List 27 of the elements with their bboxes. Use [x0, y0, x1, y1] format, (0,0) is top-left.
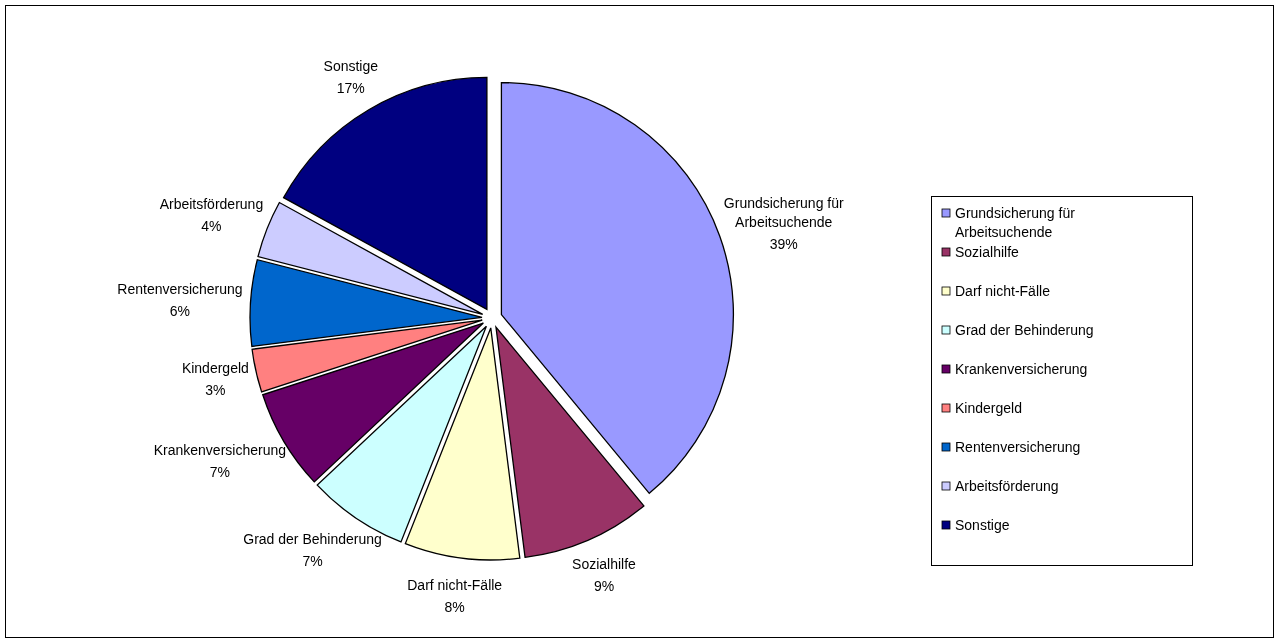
- legend-label: Grad der Behinderung: [955, 322, 1094, 338]
- slice-label: Darf nicht-Fälle: [407, 576, 503, 593]
- data-label: 7%: [209, 463, 230, 480]
- slice-label: Sozialhilfe: [572, 555, 637, 572]
- slice-label: Krankenversicherung: [153, 441, 287, 458]
- data-label: 3%: [205, 382, 226, 399]
- data-label: 6%: [169, 303, 191, 320]
- slice-label: Sonstige: [323, 57, 379, 74]
- slice-label: Kindergeld: [181, 360, 249, 377]
- legend-label: Sozialhilfe: [955, 244, 1020, 260]
- legend-label: Kindergeld: [955, 400, 1022, 416]
- legend-label: Rentenversicherung: [955, 439, 1081, 455]
- slice-label: Grad der Behinderung: [243, 530, 382, 547]
- data-label: 7%: [302, 552, 323, 569]
- legend-label: Darf nicht-Fälle: [955, 283, 1051, 299]
- data-label: 39%: [769, 235, 798, 252]
- legend-label: Grundsicherung für Arbeitsuchende: [955, 205, 1076, 240]
- data-label: 9%: [593, 577, 615, 594]
- data-label: 17%: [336, 79, 365, 96]
- legend-label: Krankenversicherung: [955, 361, 1088, 377]
- data-label: 8%: [444, 598, 465, 615]
- slice-label: Grundsicherung für Arbeitsuchende: [723, 194, 845, 230]
- slice-label: Arbeitsförderung: [159, 195, 264, 212]
- data-label: 4%: [201, 217, 222, 234]
- legend-label: Sonstige: [955, 517, 1010, 533]
- slice-label: Rentenversicherung: [117, 281, 243, 298]
- legend-label: Arbeitsförderung: [955, 478, 1059, 494]
